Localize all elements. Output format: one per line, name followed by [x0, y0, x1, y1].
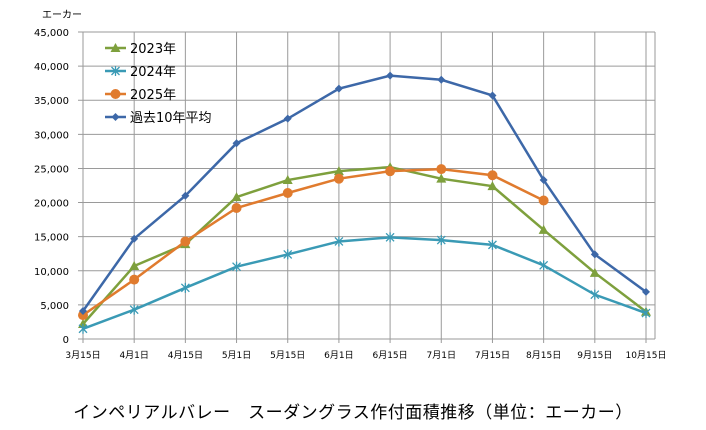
y-tick-label: 40,000 — [34, 62, 69, 73]
diamond-marker — [590, 250, 599, 259]
triangle-marker — [436, 173, 447, 183]
y-axis-label: エーカー — [42, 9, 82, 21]
triangle-marker — [589, 267, 600, 277]
legend-label: 2023年 — [130, 42, 176, 57]
circle-marker — [180, 236, 191, 247]
star-marker — [539, 260, 549, 271]
x-tick-label: 9月15日 — [577, 350, 612, 361]
star-marker — [436, 235, 446, 246]
y-tick-label: 5,000 — [40, 301, 69, 312]
legend-label: 2025年 — [130, 88, 176, 103]
x-tick-label: 8月15日 — [526, 350, 561, 361]
y-tick-label: 35,000 — [34, 96, 69, 107]
star-marker — [590, 289, 600, 300]
star-marker — [111, 66, 120, 76]
diamond-marker — [642, 287, 650, 296]
y-tick-label: 45,000 — [34, 28, 69, 39]
diamond-marker — [232, 139, 241, 148]
star-marker — [334, 236, 344, 247]
line-chart: エーカー 0 5,000 10,000 15,000 20,000 25,000 30,00… — [34, 9, 667, 361]
circle-marker — [333, 173, 344, 184]
circle-marker — [538, 195, 549, 206]
x-tick-label: 7月1日 — [427, 350, 456, 361]
circle-marker — [129, 274, 140, 285]
x-tick-label: 10月15日 — [626, 350, 667, 361]
triangle-marker — [231, 192, 242, 202]
star-marker — [487, 239, 497, 250]
legend-label: 2024年 — [130, 65, 176, 80]
x-tick-label: 4月1日 — [119, 350, 148, 361]
diamond-marker — [386, 71, 395, 80]
y-tick-label: 30,000 — [34, 130, 69, 141]
triangle-marker — [333, 166, 344, 176]
x-tick-label: 7月15日 — [475, 350, 510, 361]
diamond-marker — [488, 91, 497, 100]
diamond-marker — [111, 113, 120, 121]
circle-marker — [78, 310, 88, 321]
x-tick-label: 6月15日 — [372, 350, 407, 361]
circle-marker — [110, 89, 121, 99]
x-tick-label: 6月1日 — [324, 350, 353, 361]
diamond-marker — [539, 176, 548, 185]
triangle-marker — [282, 175, 293, 185]
star-marker — [180, 282, 190, 293]
y-tick-label: 0 — [63, 335, 69, 346]
triangle-marker — [487, 181, 498, 191]
x-tick-label: 5月1日 — [222, 350, 251, 361]
series-line-2025年 — [82, 167, 545, 317]
diamond-marker — [79, 307, 87, 316]
triangle-marker — [538, 224, 549, 234]
circle-marker — [282, 188, 293, 199]
circle-marker — [436, 164, 447, 175]
star-marker — [232, 261, 242, 272]
circle-marker — [231, 203, 242, 214]
diamond-marker — [437, 75, 446, 84]
diamond-marker — [283, 114, 292, 123]
star-marker — [129, 304, 139, 315]
star-marker — [641, 308, 651, 319]
y-tick-label: 25,000 — [34, 164, 69, 175]
diamond-marker — [130, 234, 139, 243]
x-tick-label: 3月15日 — [65, 350, 100, 361]
triangle-marker — [129, 261, 140, 271]
x-tick-label: 5月15日 — [270, 350, 305, 361]
triangle-marker — [110, 43, 121, 52]
series-line-過去10年平均 — [81, 74, 647, 312]
chart-title: インペリアルバレー スーダングラス作付面積推移（単位：エーカー） — [73, 403, 633, 423]
star-marker — [283, 249, 293, 260]
legend-label: 過去10年平均 — [130, 111, 212, 126]
x-tick-label: 4月15日 — [168, 350, 203, 361]
series-line-2023年 — [82, 165, 647, 325]
star-marker — [78, 323, 88, 334]
star-marker — [385, 232, 395, 243]
y-tick-label: 20,000 — [34, 199, 69, 210]
diamond-marker — [334, 84, 343, 93]
y-tick-label: 10,000 — [34, 267, 69, 278]
y-tick-label: 15,000 — [34, 233, 69, 244]
circle-marker — [385, 166, 396, 177]
series-line-2024年 — [82, 236, 647, 330]
circle-marker — [487, 170, 498, 181]
diamond-marker — [181, 191, 190, 200]
